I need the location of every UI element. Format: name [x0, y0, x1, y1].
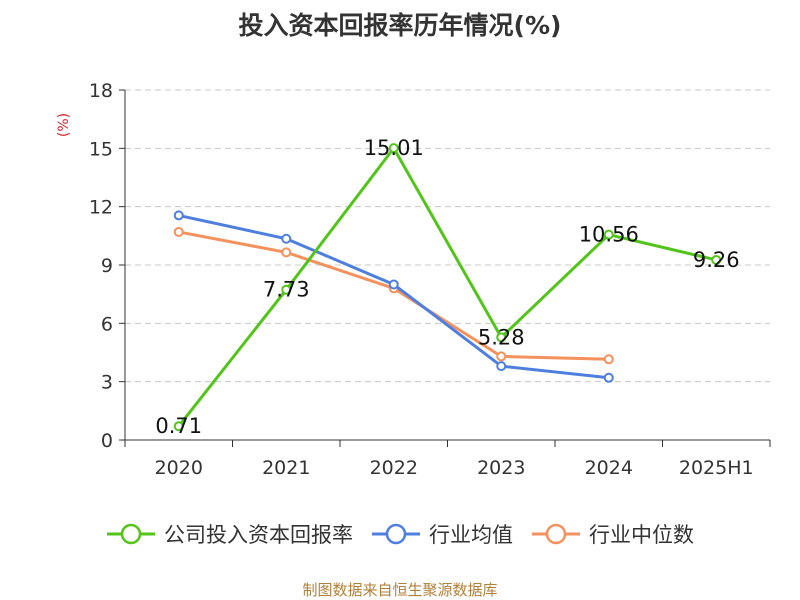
- data-label: 15.01: [364, 136, 424, 160]
- y-tick-label: 12: [89, 197, 113, 219]
- data-label: 0.71: [155, 414, 202, 438]
- y-tick-label: 6: [101, 313, 113, 335]
- y-tick-label: 9: [101, 255, 113, 277]
- legend-label: 行业中位数: [589, 523, 694, 547]
- data-point: [388, 279, 399, 290]
- legend-item[interactable]: 公司投入资本回报率: [106, 519, 353, 549]
- x-tick-label: 2021: [262, 457, 310, 479]
- data-point: [281, 247, 292, 258]
- data-point: [603, 229, 614, 240]
- data-point: [496, 351, 507, 362]
- x-tick-label: 2023: [477, 457, 525, 479]
- legend-label: 行业均值: [429, 523, 513, 547]
- data-label: 7.73: [263, 278, 310, 302]
- data-label: 5.28: [478, 325, 525, 349]
- data-point: [711, 254, 722, 265]
- data-point: [388, 143, 399, 154]
- series-line: [177, 146, 717, 428]
- x-tick-label: 2022: [370, 457, 418, 479]
- chart-title: 投入资本回报率历年情况(%): [238, 11, 562, 40]
- x-tick-label: 2024: [585, 457, 633, 479]
- legend-marker-icon: [532, 523, 580, 545]
- legend-marker-icon: [372, 523, 420, 545]
- data-point: [603, 354, 614, 365]
- data-point: [173, 226, 184, 237]
- chart-legend: 公司投入资本回报率 行业均值 行业中位数: [0, 519, 800, 549]
- legend-item[interactable]: 行业中位数: [531, 519, 694, 549]
- x-tick-label: 2020: [155, 457, 203, 479]
- y-tick-label: 0: [101, 430, 113, 452]
- data-point: [173, 421, 184, 432]
- y-axis-label: (%): [56, 113, 72, 137]
- legend-item[interactable]: 行业均值: [371, 519, 513, 549]
- data-point: [281, 284, 292, 295]
- source-note: 制图数据来自恒生聚源数据库: [302, 581, 498, 599]
- y-tick-label: 18: [89, 80, 113, 102]
- legend-marker-icon: [107, 523, 155, 545]
- data-point: [603, 372, 614, 383]
- data-point: [496, 361, 507, 372]
- data-point: [173, 210, 184, 221]
- legend-label: 公司投入资本回报率: [164, 523, 353, 547]
- data-point: [281, 233, 292, 244]
- data-label: 10.56: [579, 223, 639, 247]
- x-tick-label: 2025H1: [679, 457, 754, 479]
- y-tick-label: 3: [101, 372, 113, 394]
- data-point: [496, 332, 507, 343]
- data-label: 9.26: [693, 248, 740, 272]
- y-tick-label: 15: [89, 138, 113, 160]
